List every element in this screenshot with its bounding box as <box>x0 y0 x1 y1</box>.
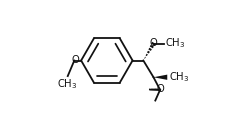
Text: CH$_3$: CH$_3$ <box>165 36 185 50</box>
Polygon shape <box>154 75 167 80</box>
Text: CH$_3$: CH$_3$ <box>169 70 189 83</box>
Text: methoxy: methoxy <box>150 101 156 102</box>
Text: O: O <box>71 55 79 65</box>
Text: CH$_3$: CH$_3$ <box>57 77 78 91</box>
Text: O: O <box>157 84 165 94</box>
Text: methoxy: methoxy <box>149 88 155 89</box>
Text: methoxy: methoxy <box>150 88 156 89</box>
Text: O: O <box>149 38 157 48</box>
